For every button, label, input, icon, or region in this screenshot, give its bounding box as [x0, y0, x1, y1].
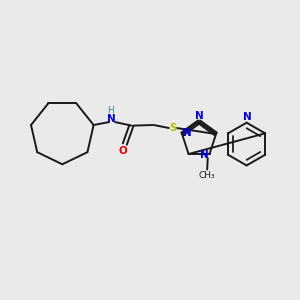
Text: N: N [200, 150, 208, 160]
Text: N: N [183, 128, 192, 138]
Text: H: H [107, 106, 114, 115]
Text: N: N [107, 114, 116, 124]
Text: S: S [169, 123, 177, 133]
Text: CH₃: CH₃ [198, 171, 215, 180]
Text: N: N [243, 112, 252, 122]
Text: N: N [195, 111, 203, 122]
Text: O: O [119, 146, 128, 156]
